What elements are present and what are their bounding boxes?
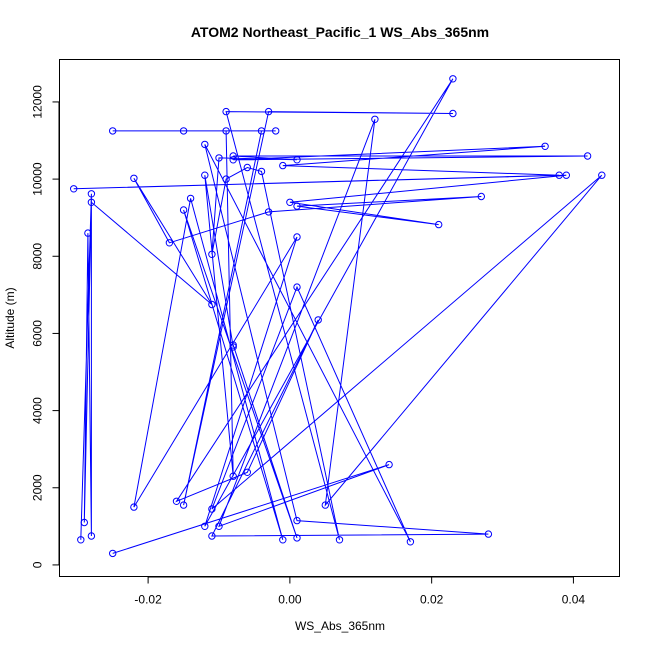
data-point-43 <box>179 206 188 214</box>
data-point-60 <box>598 171 606 179</box>
data-point-52 <box>314 316 322 324</box>
data-point-31 <box>264 107 273 116</box>
data-point-30 <box>449 109 457 118</box>
y-tick-label-0: 0 <box>31 561 45 568</box>
data-point-24 <box>208 250 216 259</box>
data-point-41 <box>229 341 237 349</box>
data-point-48 <box>201 522 209 530</box>
data-point-29 <box>222 107 230 116</box>
data-point-0 <box>77 536 85 544</box>
data-point-61 <box>321 501 329 509</box>
data-point-5 <box>87 198 96 207</box>
data-point-57 <box>406 538 415 546</box>
data-point-35 <box>272 127 280 135</box>
data-point-55 <box>293 516 301 525</box>
x-axis-label: WS_Abs_365nm <box>295 619 385 633</box>
data-point-34 <box>109 127 117 135</box>
data-point-4 <box>80 518 89 527</box>
data-point-36 <box>179 127 188 135</box>
data-point-51 <box>243 468 252 476</box>
data-point-6 <box>208 300 216 309</box>
data-point-49 <box>449 75 457 83</box>
data-point-42 <box>293 534 301 542</box>
data-point-38 <box>229 472 237 480</box>
x-tick-label-1: 0.00 <box>278 593 302 607</box>
data-point-1 <box>87 190 96 198</box>
data-point-39 <box>201 171 209 179</box>
data-point-12 <box>435 220 443 229</box>
data-point-7 <box>130 174 138 183</box>
data-point-9 <box>264 208 273 216</box>
data-point-3 <box>84 229 92 237</box>
data-point-15 <box>70 185 78 193</box>
y-axis: 0 2000 4000 6000 8000 10000 12000 <box>31 85 60 568</box>
data-point-8 <box>165 239 174 247</box>
data-point-37 <box>222 127 230 135</box>
y-tick-label-6: 12000 <box>31 85 45 119</box>
data-point-17 <box>279 161 287 170</box>
data-point-56 <box>201 140 209 149</box>
data-point-40 <box>229 343 237 351</box>
data-point-27 <box>257 167 266 176</box>
data-point-53 <box>208 532 216 540</box>
data-point-62 <box>371 115 379 124</box>
data-point-22 <box>293 156 301 164</box>
data-point-25 <box>222 175 230 183</box>
series-layer <box>70 75 606 558</box>
data-point-20 <box>583 152 592 160</box>
data-point-47 <box>293 233 301 241</box>
data-point-33 <box>257 127 266 135</box>
data-point-19 <box>229 156 237 164</box>
x-tick-label-3: 0.04 <box>562 593 586 607</box>
y-tick-label-4: 8000 <box>31 243 45 270</box>
data-point-32 <box>179 501 188 509</box>
data-point-14 <box>562 171 570 179</box>
series-line-0 <box>73 78 603 554</box>
y-tick-label-2: 4000 <box>31 397 45 424</box>
data-point-11 <box>293 202 301 210</box>
data-point-46 <box>130 503 138 511</box>
data-point-16 <box>555 171 563 179</box>
y-tick-label-1: 2000 <box>31 474 45 501</box>
x-tick-label-2: 0.02 <box>420 593 444 607</box>
data-point-23 <box>215 154 223 162</box>
data-point-28 <box>335 536 344 544</box>
data-point-26 <box>243 163 252 172</box>
data-point-59 <box>208 505 216 513</box>
x-tick-label-0: -0.02 <box>134 593 162 607</box>
data-point-63 <box>215 522 223 530</box>
data-point-50 <box>172 497 181 505</box>
y-tick-label-3: 6000 <box>31 320 45 347</box>
chart-title: ATOM2 Northeast_Pacific_1 WS_Abs_365nm <box>191 24 489 40</box>
y-tick-label-5: 10000 <box>31 162 45 196</box>
data-point-65 <box>109 549 117 558</box>
data-point-64 <box>385 460 393 469</box>
data-point-44 <box>279 536 287 544</box>
data-point-18 <box>541 142 549 151</box>
data-point-10 <box>477 192 485 201</box>
plot-frame <box>59 59 620 577</box>
data-point-2 <box>87 532 96 540</box>
data-point-45 <box>186 194 195 203</box>
y-axis-label: Altitude (m) <box>3 287 17 348</box>
x-axis: -0.02 0.00 0.02 0.04 <box>134 576 586 607</box>
data-point-21 <box>229 152 237 160</box>
data-point-58 <box>293 283 301 291</box>
data-point-13 <box>286 198 294 207</box>
data-point-54 <box>484 530 493 538</box>
